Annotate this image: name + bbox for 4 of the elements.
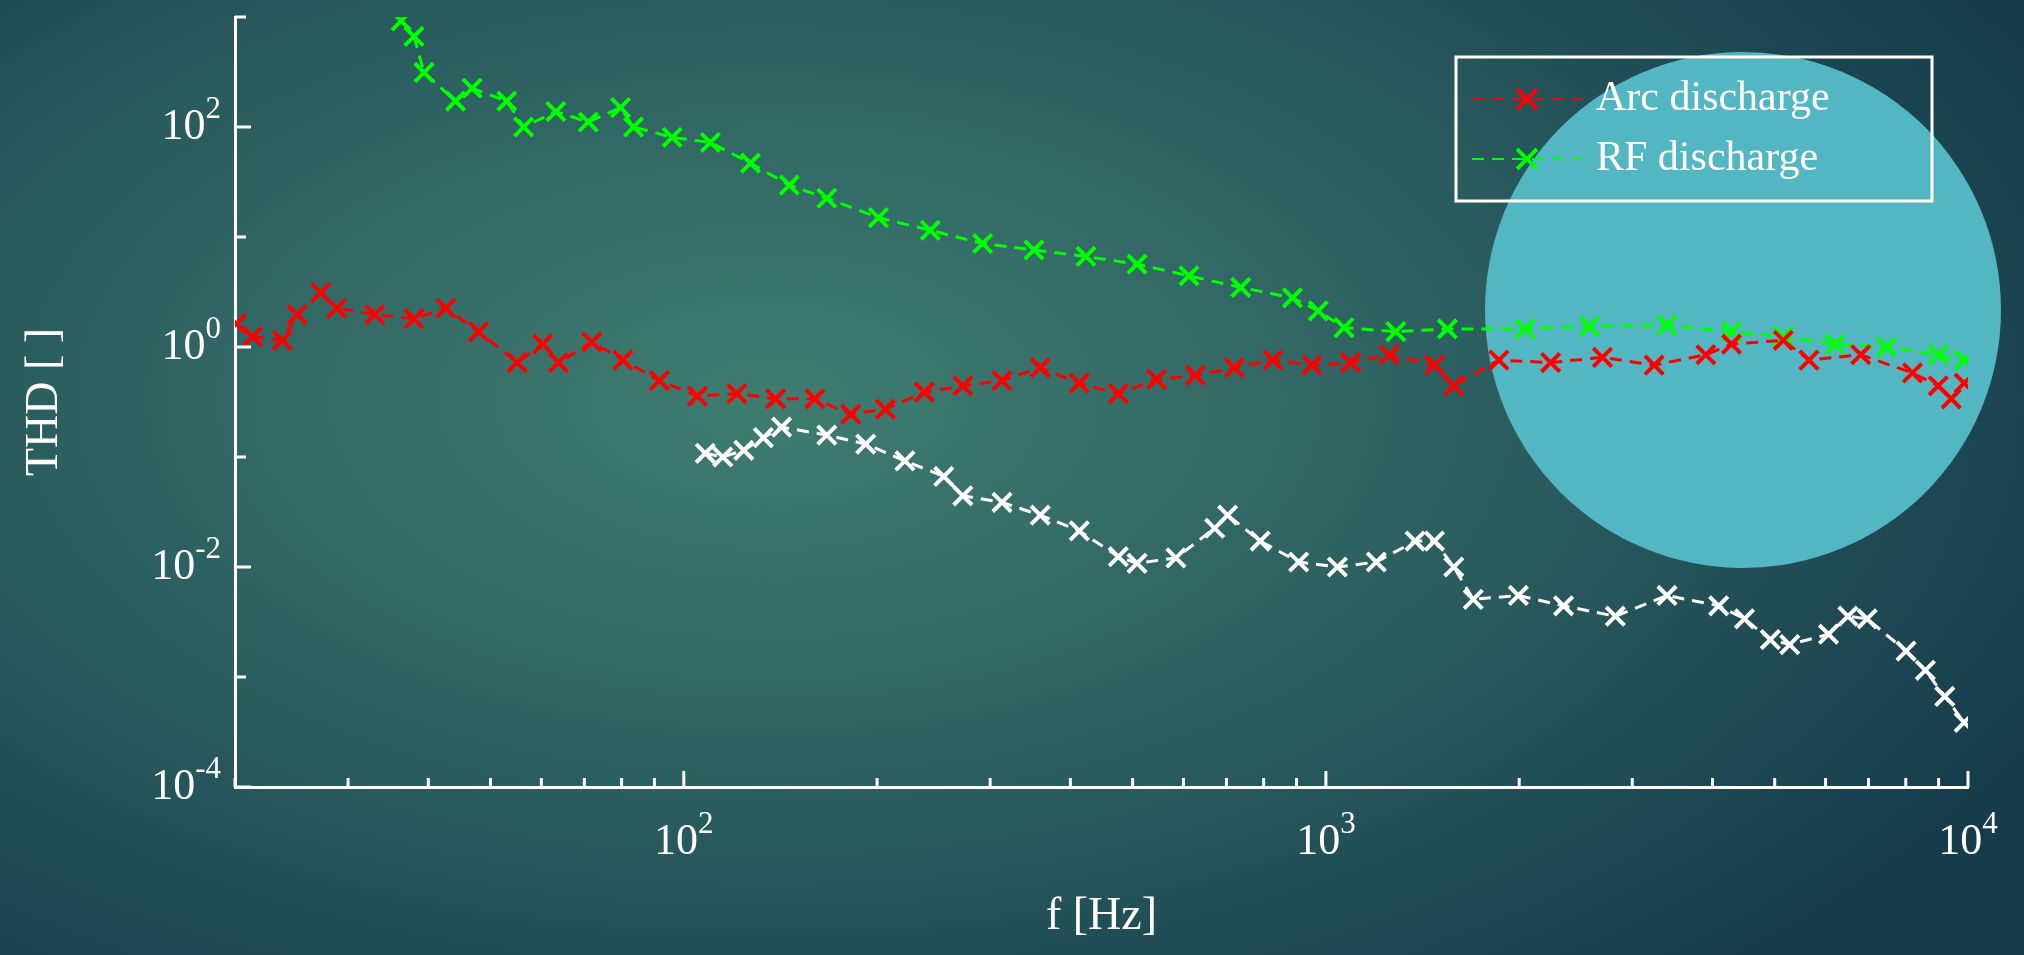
legend-label: RF discharge [1596, 133, 1819, 180]
x-axis-title: f [Hz] [1045, 888, 1158, 940]
y-axis-title: THD [ ] [16, 327, 68, 477]
legend-label: Arc discharge [1596, 73, 1830, 120]
